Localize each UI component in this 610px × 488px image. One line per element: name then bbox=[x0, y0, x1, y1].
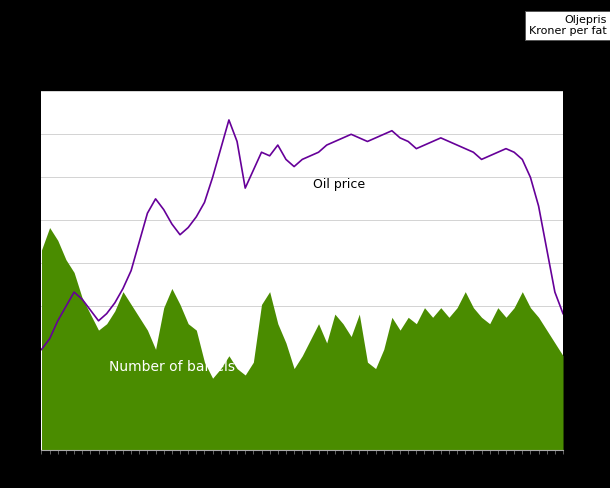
Text: Oljepris
Kroner per fat: Oljepris Kroner per fat bbox=[529, 15, 607, 36]
Text: Number of barrels: Number of barrels bbox=[109, 360, 235, 374]
Text: Oil price: Oil price bbox=[313, 178, 365, 191]
